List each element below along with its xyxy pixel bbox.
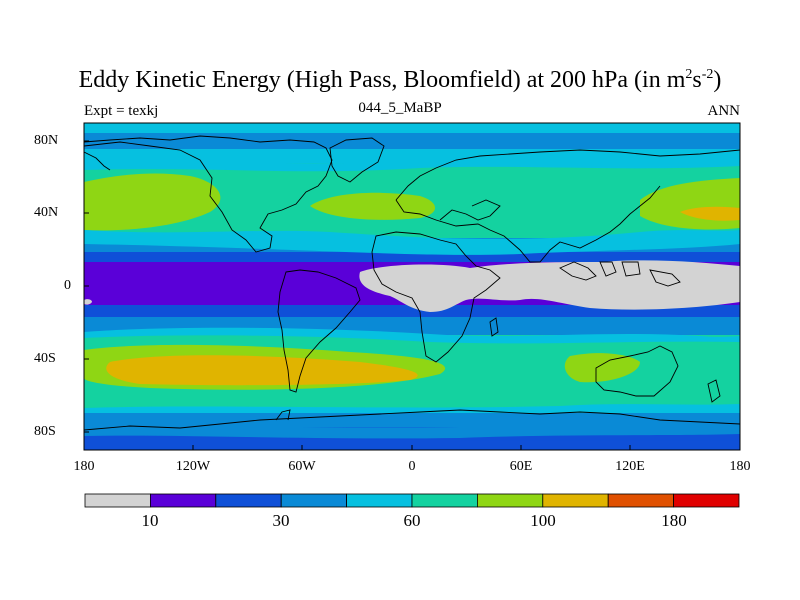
colorbar-box: [607, 493, 675, 508]
colorbar-label: 30: [272, 511, 290, 530]
colorbar-box: [84, 493, 151, 508]
y-tick-label: 40S: [34, 351, 56, 366]
colorbar-box: [215, 493, 282, 508]
colorbar-box: [476, 493, 544, 508]
colorbar: [84, 493, 740, 508]
colorbar-label: 100: [530, 511, 556, 530]
y-tick-label: 80S: [34, 424, 56, 439]
case-label: 044_5_MaBP: [358, 100, 442, 116]
colorbar-box: [346, 493, 413, 508]
x-tick-label: 60E: [509, 459, 533, 474]
x-tick-label: 120E: [615, 459, 645, 474]
y-tick-label: 0: [64, 278, 71, 293]
y-tick-label: 80N: [34, 133, 59, 148]
colorbar-box: [411, 493, 478, 508]
colorbar-box: [149, 493, 217, 508]
x-tick-label: 180: [73, 459, 95, 474]
season-label: ANN: [707, 103, 741, 119]
x-tick-label: 60W: [288, 459, 316, 474]
map-title: Eddy Kinetic Energy (High Pass, Bloomfie…: [78, 67, 722, 93]
energy-contour-field: [84, 123, 740, 450]
y-tick-label: 40N: [34, 205, 59, 220]
colorbar-box: [542, 493, 609, 508]
experiment-label: Expt = texkj: [84, 103, 159, 119]
x-tick-label: 120W: [175, 459, 211, 474]
x-tick-label: 0: [408, 459, 416, 474]
colorbar-box: [280, 493, 348, 508]
axis-ticks: [83, 140, 741, 450]
colorbar-label: 10: [141, 511, 159, 530]
coastlines: [84, 135, 740, 431]
x-tick-label: 180: [729, 459, 751, 474]
colorbar-label: 60: [403, 511, 421, 530]
colorbar-box: [673, 493, 740, 508]
colorbar-label: 180: [661, 511, 687, 530]
